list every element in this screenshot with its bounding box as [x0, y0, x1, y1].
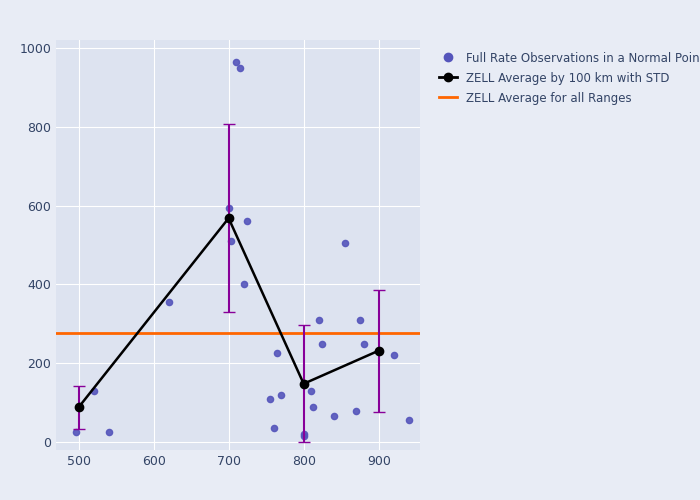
- Point: [388, 352, 399, 360]
- Point: [317, 340, 328, 347]
- Point: [403, 416, 414, 424]
- Point: [163, 298, 174, 306]
- Point: [354, 316, 365, 324]
- Point: [306, 387, 317, 395]
- Legend: Full Rate Observations in a Normal Point, ZELL Average by 100 km with STD, ZELL : Full Rate Observations in a Normal Point…: [433, 46, 700, 111]
- Point: [373, 348, 384, 356]
- Point: [358, 340, 370, 347]
- Point: [225, 237, 237, 245]
- Point: [71, 428, 82, 436]
- Point: [340, 239, 351, 247]
- Point: [298, 432, 309, 440]
- Point: [276, 391, 287, 399]
- Point: [238, 280, 249, 288]
- Point: [103, 428, 114, 436]
- Point: [328, 412, 339, 420]
- Point: [234, 64, 246, 72]
- Point: [268, 424, 279, 432]
- Point: [272, 350, 283, 358]
- Point: [230, 58, 241, 66]
- Point: [313, 316, 324, 324]
- Point: [307, 402, 318, 410]
- Point: [88, 387, 99, 395]
- Point: [351, 406, 362, 414]
- Point: [298, 430, 309, 438]
- Point: [265, 395, 276, 403]
- Point: [223, 204, 235, 212]
- Point: [241, 218, 253, 226]
